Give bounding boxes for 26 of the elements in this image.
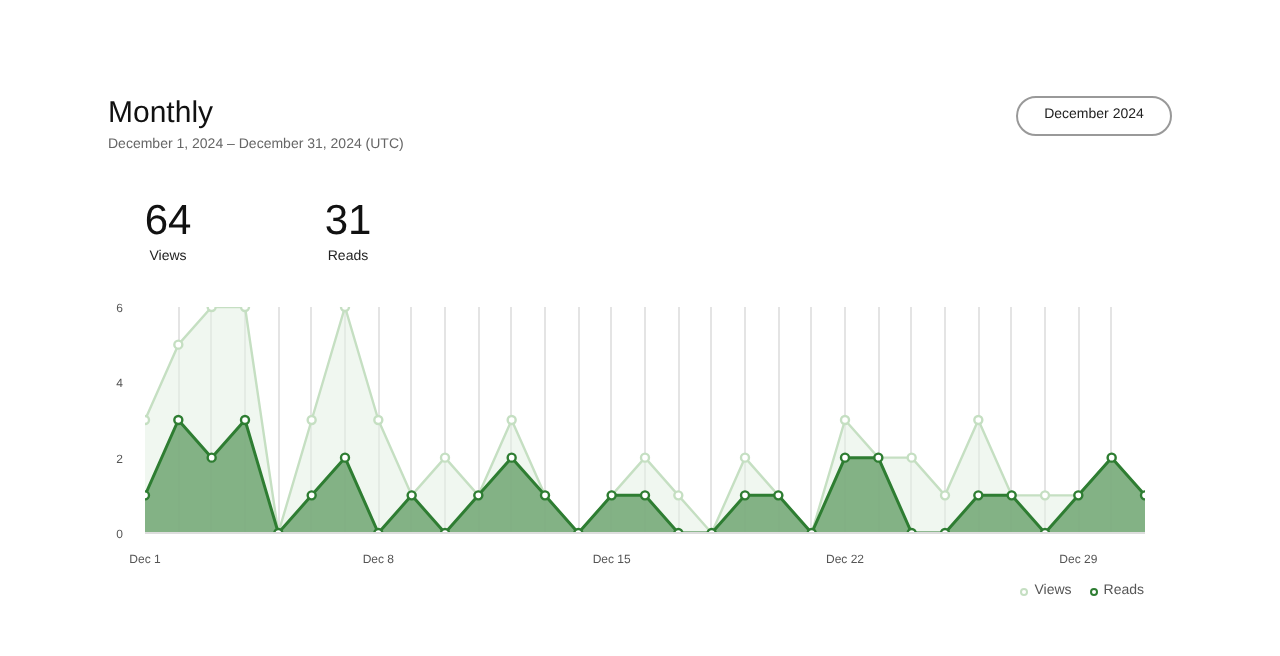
point [339, 452, 351, 463]
point [506, 414, 517, 426]
point [373, 414, 384, 426]
point [973, 490, 984, 501]
point [173, 414, 184, 426]
point [1039, 490, 1051, 501]
point [239, 414, 251, 426]
point [939, 490, 951, 501]
text: 31 [322, 198, 374, 247]
point [639, 452, 651, 463]
point [506, 452, 517, 463]
point [306, 414, 317, 426]
point [206, 452, 217, 463]
point [839, 452, 851, 463]
point [739, 490, 751, 501]
point [639, 490, 651, 501]
point [839, 414, 851, 426]
point [739, 452, 751, 463]
point [173, 339, 184, 350]
chart-title: Monthly [108, 96, 214, 131]
point [973, 414, 984, 426]
point [673, 490, 684, 501]
text: 64 [142, 198, 194, 247]
point [306, 490, 317, 501]
point [439, 452, 451, 463]
point [906, 452, 917, 463]
